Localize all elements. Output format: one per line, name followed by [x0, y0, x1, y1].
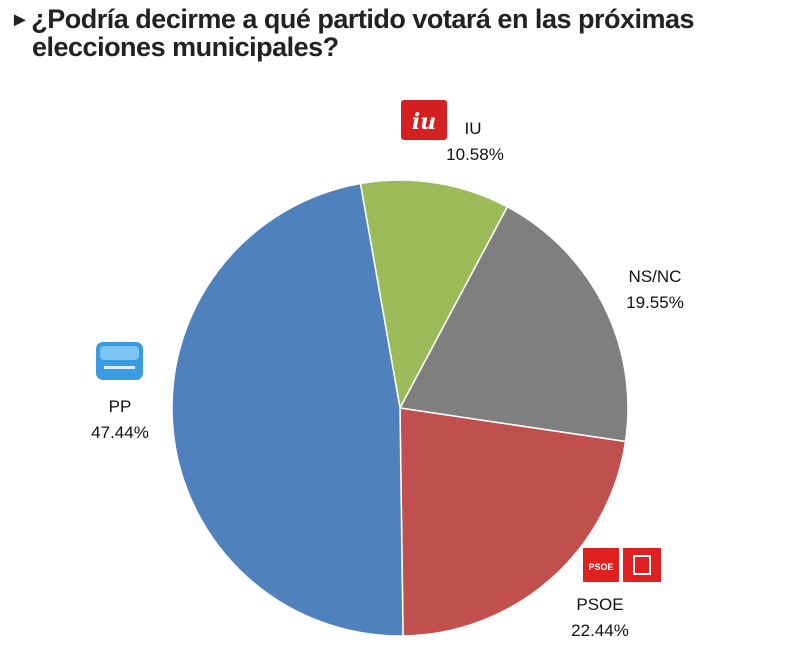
svg-text:PSOE: PSOE — [588, 562, 613, 572]
label-iu-value: 10.58% — [446, 145, 504, 164]
title-line-2: elecciones municipales? — [32, 32, 339, 62]
label-nsnc-value: 19.55% — [626, 293, 684, 312]
title-line-1: ¿Podría decirme a qué partido votará en … — [31, 4, 695, 34]
label-psoe-name: PSOE — [576, 595, 623, 614]
label-psoe-value: 22.44% — [571, 621, 629, 640]
label-pp-name: PP — [109, 397, 132, 416]
pie-slices — [171, 179, 629, 637]
chart-title: ►¿Podría decirme a qué partido votará en… — [10, 6, 770, 61]
slice-psoe — [399, 407, 627, 637]
iu-logo-icon: iu — [401, 100, 447, 140]
slice-pp — [171, 182, 404, 637]
slice-ns-nc — [398, 205, 629, 443]
slice-iu — [359, 179, 509, 411]
label-pp-value: 47.44% — [91, 423, 149, 442]
psoe-logo-icon: PSOE — [583, 548, 661, 582]
title-marker: ► — [10, 9, 30, 31]
svg-text:iu: iu — [412, 109, 436, 135]
pp-logo-icon — [96, 342, 143, 380]
label-nsnc-name: NS/NC — [629, 267, 682, 286]
label-iu-name: IU — [465, 119, 482, 138]
